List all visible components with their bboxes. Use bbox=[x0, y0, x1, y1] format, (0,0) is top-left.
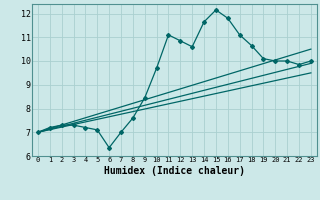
X-axis label: Humidex (Indice chaleur): Humidex (Indice chaleur) bbox=[104, 166, 245, 176]
